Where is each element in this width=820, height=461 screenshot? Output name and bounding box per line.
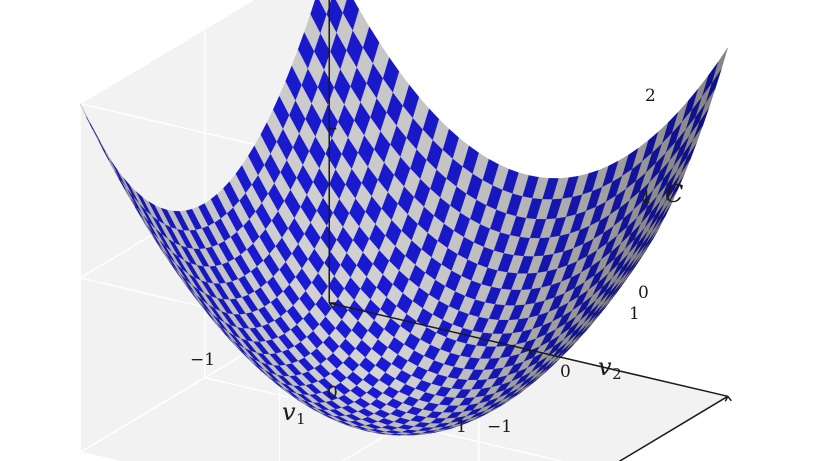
x-axis-title: v1	[282, 400, 306, 427]
ztick-label-1: 1	[641, 188, 652, 208]
x-axis-title-sub: 1	[296, 409, 306, 428]
y-axis-title: v2	[598, 355, 622, 382]
xtick-label-0: 0	[327, 383, 338, 403]
ytick-label-0: 0	[560, 362, 571, 382]
z-axis-title: C	[665, 180, 684, 208]
surface-mesh	[80, 0, 728, 436]
xtick-label-neg1: −1	[190, 350, 216, 370]
x-axis-title-base: v	[282, 398, 296, 426]
axis-ticks	[328, 127, 732, 402]
ytick-label-1: 1	[629, 304, 640, 324]
xtick-label-1: 1	[456, 417, 467, 437]
y-axis-title-base: v	[598, 353, 612, 381]
y-axis-title-sub: 2	[612, 364, 622, 383]
ytick-label-neg1: −1	[487, 417, 513, 437]
ztick-label-0: 0	[638, 283, 649, 303]
ztick-label-2: 2	[645, 86, 656, 106]
